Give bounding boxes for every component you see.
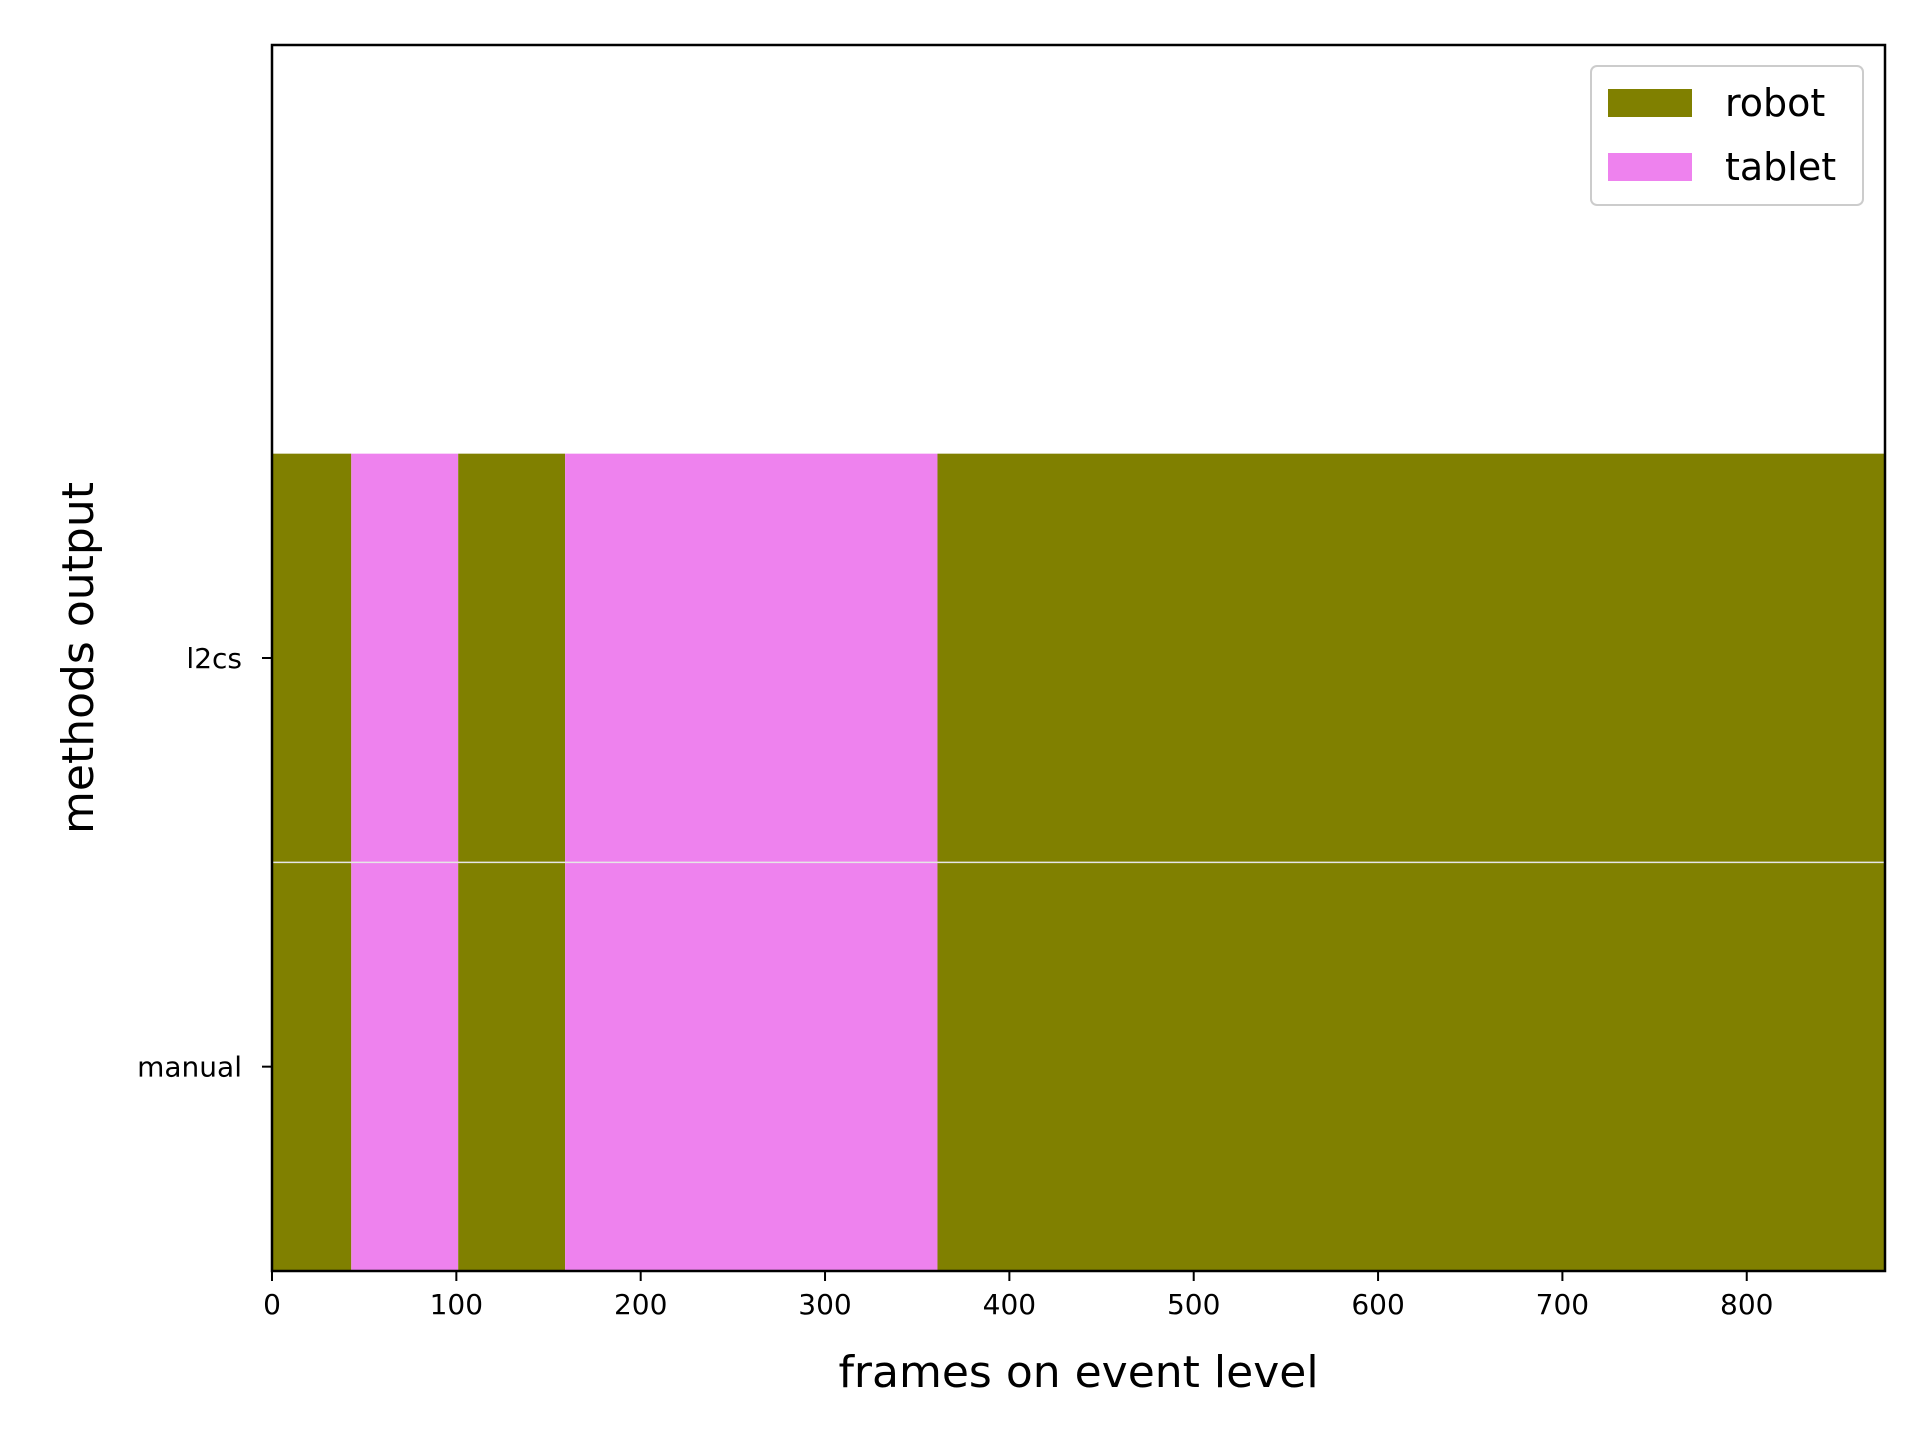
bar-segment-manual-2-robot — [458, 862, 566, 1271]
bar-segment-manual-1-tablet — [351, 862, 459, 1271]
legend-swatch-robot — [1608, 89, 1692, 117]
x-tick-label-600: 600 — [1351, 1288, 1404, 1321]
x-tick-label-800: 800 — [1720, 1288, 1773, 1321]
legend: robot tablet — [1590, 65, 1864, 206]
legend-label-robot: robot — [1725, 81, 1825, 125]
y-tick-label-manual: manual — [137, 1051, 242, 1084]
x-tick-label-100: 100 — [430, 1288, 483, 1321]
bar-segment-l2cs-3-tablet — [565, 453, 938, 863]
legend-swatch-tablet — [1608, 153, 1692, 181]
x-axis-ticks: 0 100 200 300 400 500 600 700 800 — [263, 1271, 1773, 1321]
x-tick-label-500: 500 — [1167, 1288, 1220, 1321]
x-tick-label-0: 0 — [263, 1288, 281, 1321]
bar-segment-l2cs-4-robot — [937, 453, 1885, 863]
x-tick-label-300: 300 — [798, 1288, 851, 1321]
bar-segment-manual-0-robot — [272, 862, 352, 1271]
y-axis-ticks: manual l2cs — [137, 642, 272, 1084]
bar-segments — [272, 453, 1885, 1271]
bar-segment-l2cs-2-robot — [458, 453, 566, 863]
y-tick-label-l2cs: l2cs — [186, 642, 242, 675]
x-axis-label: frames on event level — [838, 1347, 1318, 1398]
legend-label-tablet: tablet — [1725, 145, 1836, 189]
x-tick-label-700: 700 — [1536, 1288, 1589, 1321]
bar-segment-manual-3-tablet — [565, 862, 938, 1271]
y-axis-label: methods output — [53, 482, 104, 834]
bar-segment-manual-4-robot — [937, 862, 1885, 1271]
bar-segment-l2cs-0-robot — [272, 453, 352, 863]
x-tick-label-400: 400 — [983, 1288, 1036, 1321]
bar-segment-l2cs-1-tablet — [351, 453, 459, 863]
x-tick-label-200: 200 — [614, 1288, 667, 1321]
